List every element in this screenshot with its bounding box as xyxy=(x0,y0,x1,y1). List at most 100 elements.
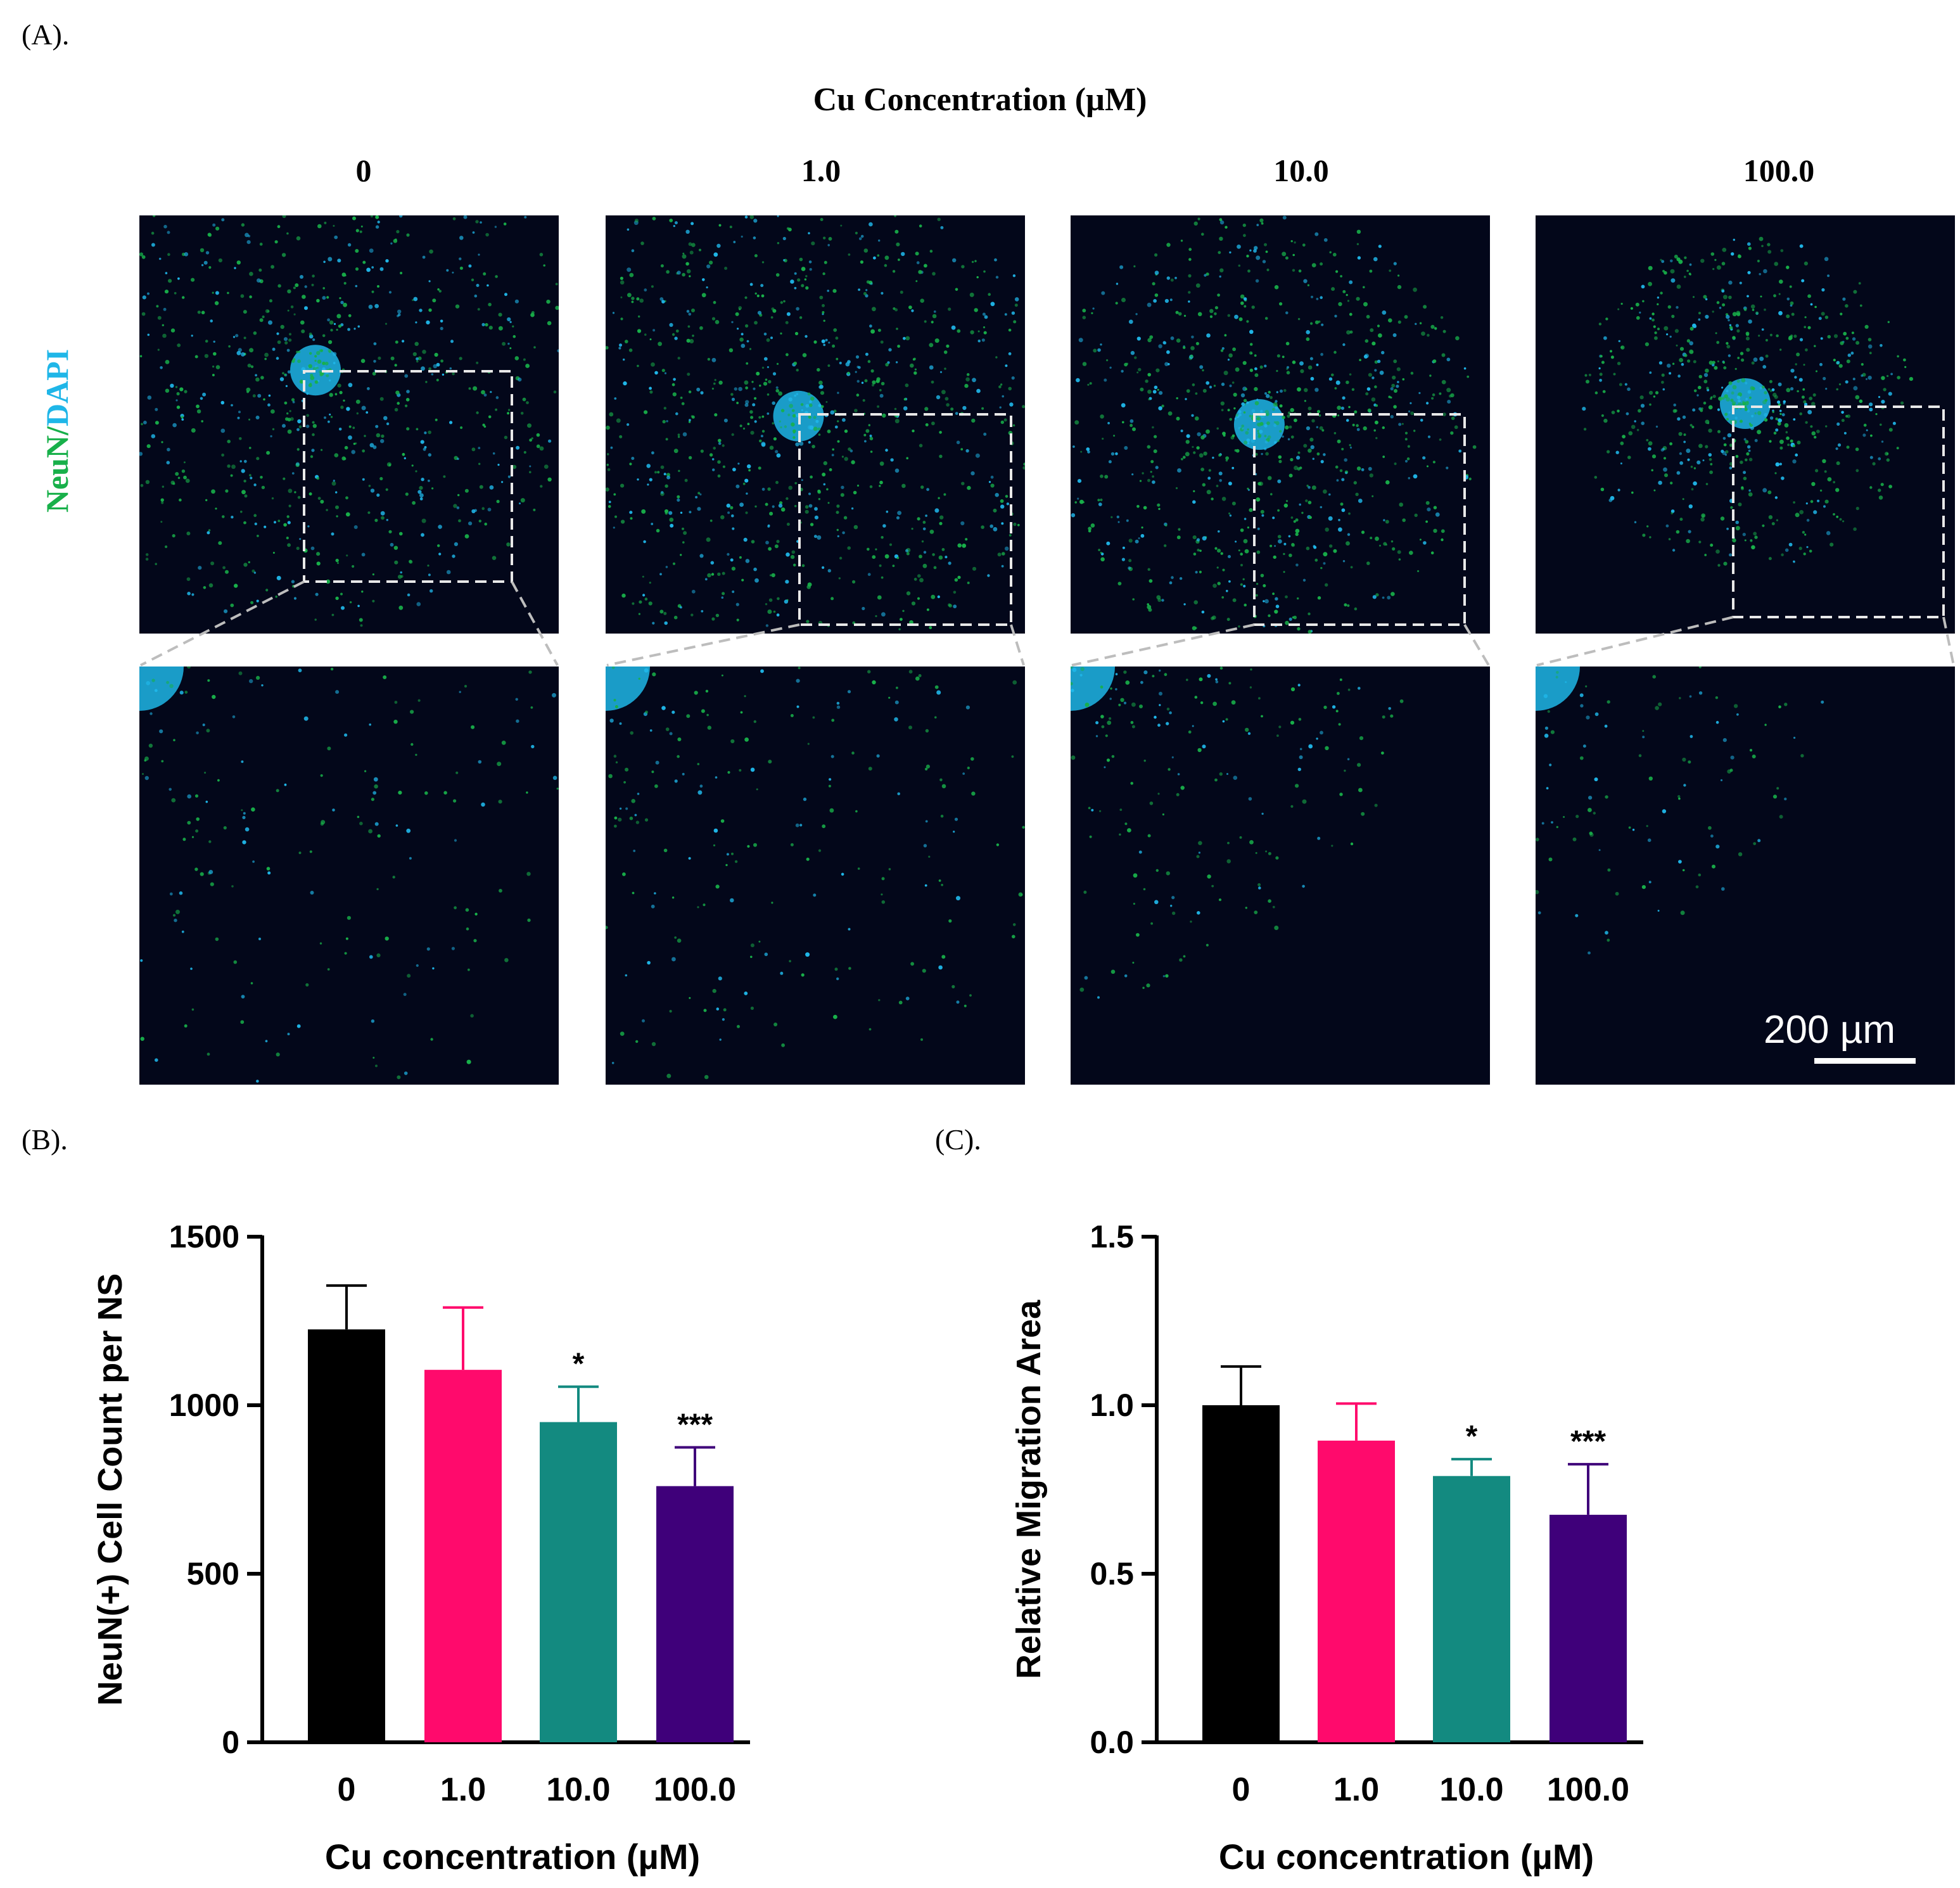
cell-dot xyxy=(1299,748,1302,751)
cell-dot xyxy=(908,305,912,309)
cell-dot xyxy=(187,667,191,669)
cell-dot xyxy=(175,399,178,402)
cell-dot xyxy=(215,365,220,369)
cell-dot xyxy=(637,329,642,333)
cell-dot xyxy=(1222,568,1225,571)
cell-dot xyxy=(894,215,896,217)
cell-dot xyxy=(225,489,229,493)
cell-dot xyxy=(1735,520,1739,525)
cell-dot xyxy=(518,378,522,382)
cell-dot xyxy=(1799,338,1804,341)
cell-dot xyxy=(666,270,670,274)
cell-dot xyxy=(1273,424,1277,428)
cell-dot xyxy=(1712,363,1715,367)
cell-dot xyxy=(745,511,748,514)
cell-dot xyxy=(1264,599,1269,604)
cell-dot xyxy=(326,509,328,511)
cell-dot xyxy=(507,412,510,415)
cell-dot xyxy=(293,286,296,290)
cell-dot xyxy=(925,423,929,426)
cell-dot xyxy=(1747,409,1750,412)
cell-dot xyxy=(1410,371,1414,375)
cell-dot xyxy=(1805,348,1808,352)
cell-dot xyxy=(843,516,848,520)
cell-dot xyxy=(1234,418,1237,420)
cell-dot xyxy=(758,466,761,470)
cell-dot xyxy=(806,585,811,589)
cell-dot xyxy=(429,249,433,254)
cell-dot xyxy=(397,309,402,314)
cell-dot xyxy=(194,794,199,798)
cell-dot xyxy=(1634,521,1637,523)
cell-dot xyxy=(536,433,540,437)
cell-dot xyxy=(1396,385,1399,388)
cell-dot xyxy=(1630,307,1633,310)
cell-dot xyxy=(737,1024,740,1028)
cell-dot xyxy=(990,475,994,479)
cell-dot xyxy=(1859,304,1862,307)
cell-dot xyxy=(1310,322,1313,325)
cell-dot xyxy=(1655,425,1658,428)
cell-dot xyxy=(1722,248,1727,252)
cell-dot xyxy=(1730,755,1734,760)
cell-dot xyxy=(898,1000,903,1005)
cell-dot xyxy=(181,930,184,933)
cell-dot xyxy=(1223,434,1226,437)
cell-dot xyxy=(1012,923,1016,926)
cell-dot xyxy=(1130,782,1133,785)
cell-dot xyxy=(1684,276,1686,278)
cell-dot xyxy=(1249,508,1253,513)
cell-dot xyxy=(642,594,646,597)
cell-dot xyxy=(1784,703,1788,706)
cell-dot xyxy=(140,1036,144,1041)
cell-dot xyxy=(1195,341,1199,345)
cell-dot xyxy=(787,413,791,416)
cell-dot xyxy=(932,553,935,556)
cell-dot xyxy=(993,508,997,513)
cell-dot xyxy=(1729,326,1733,329)
cell-dot xyxy=(1627,387,1631,392)
cell-dot xyxy=(1188,274,1192,277)
cell-dot xyxy=(1425,501,1430,505)
cell-dot xyxy=(1366,387,1371,391)
cell-dot xyxy=(339,391,343,395)
cell-dot xyxy=(817,367,820,372)
cell-dot xyxy=(163,224,167,229)
cell-dot xyxy=(884,264,888,267)
cell-dot xyxy=(1268,390,1271,394)
cell-dot xyxy=(1775,462,1780,467)
cell-dot xyxy=(388,291,392,294)
cell-dot xyxy=(1804,326,1806,328)
cell-dot xyxy=(1742,532,1746,537)
cell-dot xyxy=(1342,560,1346,563)
cell-dot xyxy=(1306,485,1309,487)
cell-dot xyxy=(828,237,832,241)
cell-dot xyxy=(689,419,691,421)
cell-dot xyxy=(1674,409,1677,412)
cell-dot xyxy=(1314,232,1319,236)
cell-dot xyxy=(1744,401,1749,405)
cell-dot xyxy=(1686,449,1691,453)
cell-dot xyxy=(276,789,279,793)
inset-box-2 xyxy=(1253,413,1466,626)
cell-dot xyxy=(474,912,478,915)
cell-dot xyxy=(736,618,739,622)
cell-dot xyxy=(1626,412,1629,416)
cell-dot xyxy=(1432,359,1437,363)
cell-dot xyxy=(1888,392,1892,396)
cell-dot xyxy=(661,369,665,373)
cell-dot xyxy=(298,852,302,855)
cell-dot xyxy=(1875,413,1878,416)
cell-dot xyxy=(530,706,533,709)
cell-dot xyxy=(725,864,728,867)
cell-dot xyxy=(1196,855,1200,858)
cell-dot xyxy=(790,279,794,284)
cell-dot xyxy=(961,265,965,269)
cell-dot xyxy=(995,276,999,279)
cell-dot xyxy=(1670,509,1675,513)
cell-dot xyxy=(913,371,917,375)
cell-dot xyxy=(620,1031,625,1036)
cell-dot xyxy=(625,807,628,810)
cell-dot xyxy=(1582,407,1586,411)
cell-dot xyxy=(1147,338,1152,343)
